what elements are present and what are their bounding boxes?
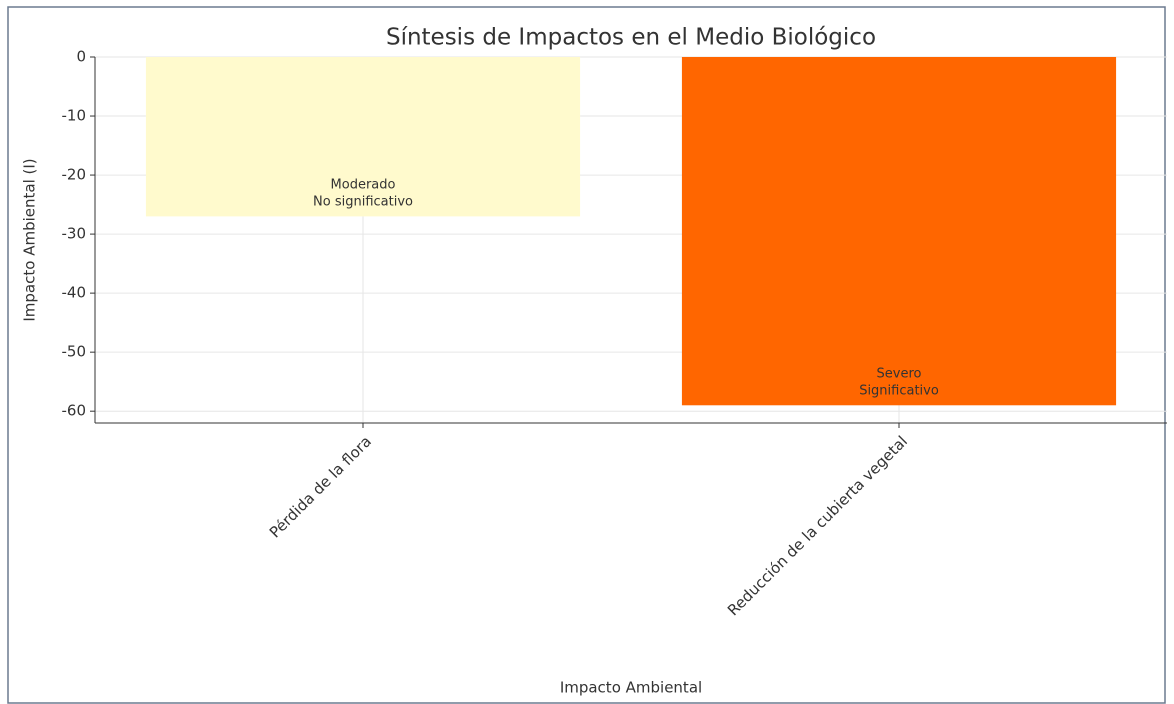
- y-tick-label: -20: [62, 166, 87, 184]
- chart-title: Síntesis de Impactos en el Medio Biológi…: [386, 25, 876, 51]
- bar-label: No significativo: [313, 194, 413, 209]
- y-tick-label: 0: [76, 48, 86, 66]
- bar-label: Moderado: [331, 177, 396, 192]
- y-tick-label: -10: [62, 107, 87, 125]
- y-tick-label: -60: [62, 402, 87, 420]
- bar-label: Severo: [877, 366, 922, 381]
- y-tick-label: -50: [62, 343, 87, 361]
- bar: [681, 57, 1117, 406]
- x-axis-label: Impacto Ambiental: [560, 679, 702, 697]
- y-tick-label: -30: [62, 225, 87, 243]
- bar: [145, 57, 581, 217]
- y-axis-label: Impacto Ambiental (I): [21, 158, 39, 321]
- bar-label: Significativo: [859, 383, 939, 398]
- y-tick-label: -40: [62, 284, 87, 302]
